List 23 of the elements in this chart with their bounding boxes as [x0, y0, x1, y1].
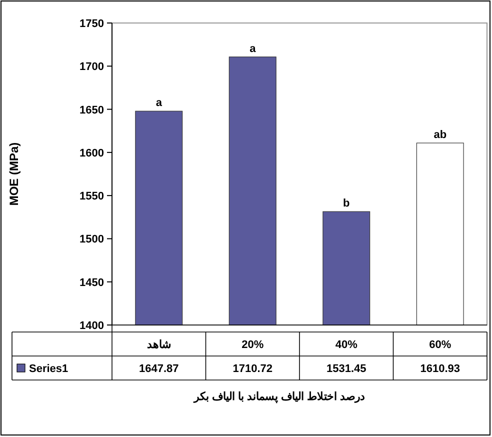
data-label: 1531.45	[326, 363, 366, 375]
x-tick-label: 20%	[242, 339, 264, 351]
y-tick-label: 1750	[80, 18, 104, 30]
data-label: 1610.93	[420, 363, 460, 375]
data-label: 1710.72	[232, 363, 273, 375]
x-tick-label: شاهد	[146, 339, 171, 351]
annotation: b	[343, 198, 350, 210]
annotation: a	[250, 42, 257, 55]
y-axis-title: MOE (MPa)	[7, 142, 21, 206]
y-tick-label: 1650	[80, 104, 104, 116]
data-label: 1647.87	[138, 363, 179, 375]
annotation: a	[156, 97, 163, 110]
x-tick-label: 60%	[429, 339, 452, 351]
x-tick-label: 40%	[335, 339, 358, 351]
y-tick-label: 1500	[80, 234, 104, 246]
y-tick-label: 1550	[80, 190, 104, 203]
y-tick-label: 1700	[80, 61, 104, 74]
y-tick-label: 1400	[80, 320, 104, 332]
legend-label: Series1	[29, 363, 68, 375]
x-axis-title: درصد اختلاط الیاف پسماند با الیاف بکر	[192, 391, 366, 403]
y-tick-label: 1450	[80, 276, 104, 289]
y-tick-label: 1600	[80, 147, 104, 160]
annotation: ab	[434, 129, 447, 141]
